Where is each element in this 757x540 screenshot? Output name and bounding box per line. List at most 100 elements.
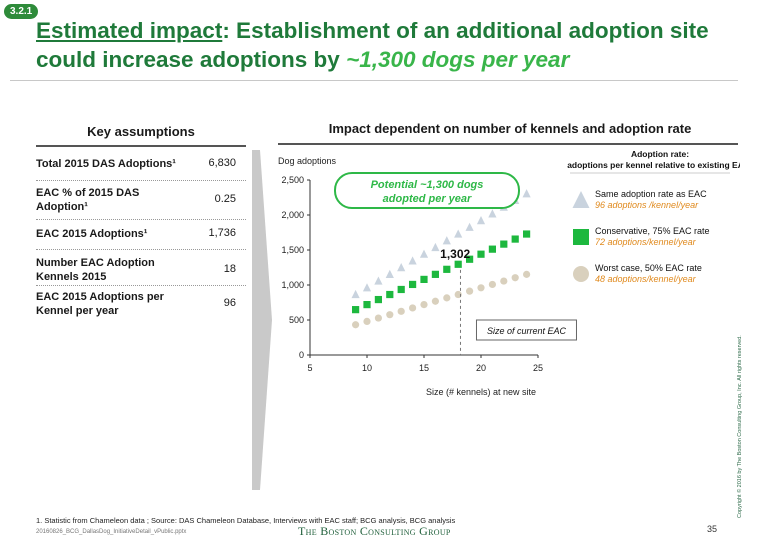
callout-bubble	[334, 172, 520, 209]
circle-point	[397, 307, 405, 315]
x-tick-label: 15	[419, 363, 429, 373]
y-tick-label: 0	[299, 350, 304, 360]
square-point	[488, 245, 496, 253]
triangle-point	[362, 283, 372, 292]
x-tick-label: 25	[533, 363, 543, 373]
square-point	[386, 290, 394, 299]
square-point	[500, 240, 508, 248]
eac-size-box	[475, 319, 577, 341]
chart-rule	[278, 143, 738, 145]
circle-point	[374, 314, 382, 322]
square-point	[443, 265, 451, 273]
legend-series-name: Worst case, 50% EAC rate	[595, 263, 702, 273]
assumption-value: 6,830	[208, 157, 236, 169]
triangle-point	[351, 289, 360, 299]
assumption-label: Total 2015 DAS Adoptions¹	[36, 158, 176, 170]
flow-arrow-icon	[252, 150, 272, 490]
assumption-value: 0.25	[214, 193, 236, 205]
chart-heading: Impact dependent on number of kennels an…	[328, 121, 692, 136]
circle-point	[488, 280, 496, 289]
triangle-point	[408, 256, 417, 265]
legend-series-name: Conservative, 75% EAC rate	[595, 226, 710, 236]
impact-chart: Dog adoptions 0 500 1,000 1,500 2,000 2,500 5 1…	[278, 150, 740, 397]
row-divider	[36, 219, 246, 220]
assumption-value: 18	[223, 263, 236, 275]
square-point	[409, 280, 417, 289]
title-divider	[10, 80, 738, 81]
circle-point	[466, 287, 474, 295]
x-tick-label: 10	[362, 363, 372, 373]
circle-point	[477, 284, 485, 292]
circle-point	[443, 294, 451, 302]
x-axis-label: Size (# kennels) at new site	[426, 387, 536, 397]
legend-series-name: Same adoption rate as EAC	[595, 189, 707, 199]
circle-point	[352, 321, 360, 329]
assumption-value: 1,736	[208, 227, 236, 239]
legend-series-rate: 48 adoptions/kennel/year	[595, 274, 697, 284]
eac-size-label: Size of current EAC	[487, 326, 567, 336]
circle-point	[511, 274, 519, 282]
assumption-label: Number EAC Adoption Kennels 2015	[36, 257, 155, 283]
circle-point	[409, 304, 417, 312]
legend-series-rate: 96 adoptions /kennel/year	[595, 200, 699, 210]
circle-point	[431, 297, 439, 305]
triangle-point	[385, 269, 394, 278]
triangle-point	[442, 236, 451, 245]
title-underlined: Estimated impact	[36, 18, 223, 43]
y-tick-label: 2,000	[281, 210, 304, 220]
legend-title-line-1: Adoption rate:	[631, 150, 689, 159]
legend-title-line-2: adoptions per kennel relative to existin…	[567, 160, 740, 170]
circle-point	[523, 270, 531, 278]
row-divider	[36, 249, 246, 250]
bcg-logo: The Boston Consulting Group	[298, 524, 451, 538]
y-tick-label: 2,500	[281, 175, 304, 185]
file-name: 20160826_BCG_DallasDog_InitiativeDetail_…	[36, 529, 187, 535]
legend-triangle-marker	[572, 191, 590, 208]
circle-point	[420, 301, 428, 309]
copyright-notice: Copyright © 2016 by The Boston Consultin…	[737, 335, 743, 518]
x-tick-label: 5	[307, 363, 312, 373]
assumptions-rule	[36, 145, 246, 147]
y-axis-label: Dog adoptions	[278, 156, 337, 166]
square-point	[523, 230, 531, 238]
square-point	[511, 235, 519, 243]
title-highlight: ~1,300 dogs per year	[346, 47, 570, 72]
triangle-point	[374, 276, 383, 285]
assumption-label: EAC 2015 Adoptions¹	[36, 228, 148, 240]
callout-line-1: Potential ~1,300 dogs	[371, 179, 484, 191]
legend-series-rate: 72 adoptions/kennel/year	[595, 237, 697, 247]
y-tick-label: 500	[289, 315, 304, 325]
page-number: 35	[707, 524, 718, 534]
triangle-point	[488, 209, 497, 218]
footnote: 1. Statistic from Chameleon data ; Sourc…	[36, 516, 456, 525]
triangle-point	[476, 216, 486, 225]
square-point	[454, 260, 462, 268]
triangle-point	[419, 249, 429, 258]
square-point	[397, 285, 405, 294]
square-point	[466, 255, 474, 263]
y-tick-label: 1,500	[281, 245, 304, 255]
triangle-point	[522, 189, 531, 198]
assumptions-heading: Key assumptions	[87, 124, 195, 139]
triangle-point	[397, 263, 406, 272]
value-label-1302: 1,302	[440, 247, 470, 261]
circle-point	[500, 277, 508, 285]
page-title: Estimated impact: Establishment of an ad…	[36, 16, 726, 74]
square-point	[352, 306, 360, 314]
legend-square-marker	[573, 229, 589, 245]
section-badge: 3.2.1	[4, 4, 39, 19]
legend-circle-marker	[573, 266, 589, 282]
title-main: : Establishment of an additional adoptio…	[36, 18, 709, 72]
assumption-label: EAC 2015 Adoptions per Kennel per year	[36, 291, 164, 317]
x-tick-label: 20	[476, 363, 486, 373]
square-point	[374, 295, 382, 304]
assumption-label: EAC % of 2015 DAS Adoption¹	[36, 187, 140, 213]
square-point	[363, 301, 371, 309]
row-divider	[36, 285, 246, 286]
square-point	[477, 250, 485, 258]
y-tick-label: 1,000	[281, 280, 304, 290]
circle-point	[386, 311, 394, 319]
row-divider	[36, 180, 246, 181]
circle-point	[363, 317, 371, 325]
triangle-point	[431, 242, 440, 252]
